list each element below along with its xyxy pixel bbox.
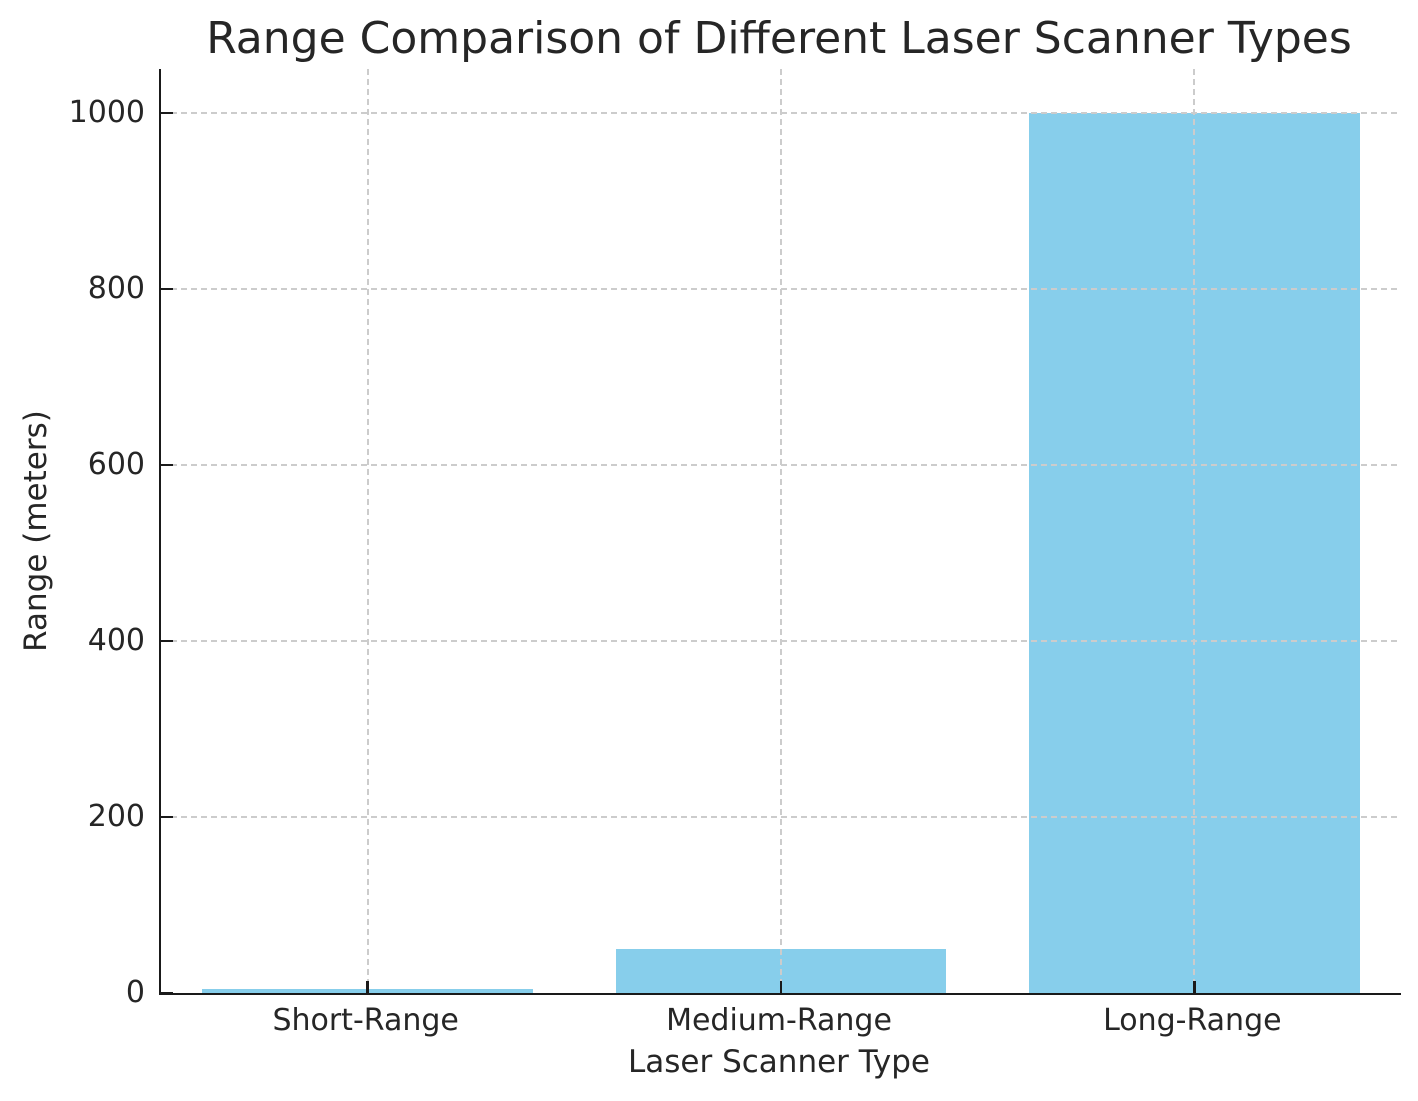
- x-tick-label-short-range: Short-Range: [272, 1003, 459, 1038]
- x-tick-label-medium-range: Medium-Range: [666, 1003, 892, 1038]
- y-tick-label-0: 0: [125, 975, 145, 1010]
- y-tick-1000: [161, 111, 173, 115]
- v-gridline-long-range: [1193, 69, 1196, 993]
- x-tick-medium-range: [779, 981, 783, 993]
- y-tick-label-400: 400: [87, 623, 145, 658]
- x-axis-label: Laser Scanner Type: [628, 1044, 930, 1080]
- y-tick-label-1000: 1000: [68, 95, 145, 130]
- x-tick-long-range: [1193, 981, 1196, 993]
- y-tick-label-600: 600: [87, 447, 145, 482]
- y-tick-label-200: 200: [87, 799, 145, 834]
- y-tick-600: [161, 463, 173, 467]
- y-tick-400: [161, 639, 173, 643]
- y-tick-200: [161, 815, 173, 819]
- y-tick-800: [161, 287, 173, 291]
- v-gridline-short-range: [366, 69, 369, 993]
- x-tick-short-range: [366, 981, 369, 993]
- x-tick-label-long-range: Long-Range: [1103, 1003, 1282, 1038]
- v-gridline-medium-range: [780, 69, 782, 993]
- chart-title: Range Comparison of Different Laser Scan…: [206, 13, 1352, 64]
- y-tick-label-800: 800: [87, 271, 145, 306]
- plot-area: [159, 69, 1401, 995]
- y-tick-0: [161, 991, 173, 995]
- y-axis-label-wrap: Range (meters): [4, 69, 68, 993]
